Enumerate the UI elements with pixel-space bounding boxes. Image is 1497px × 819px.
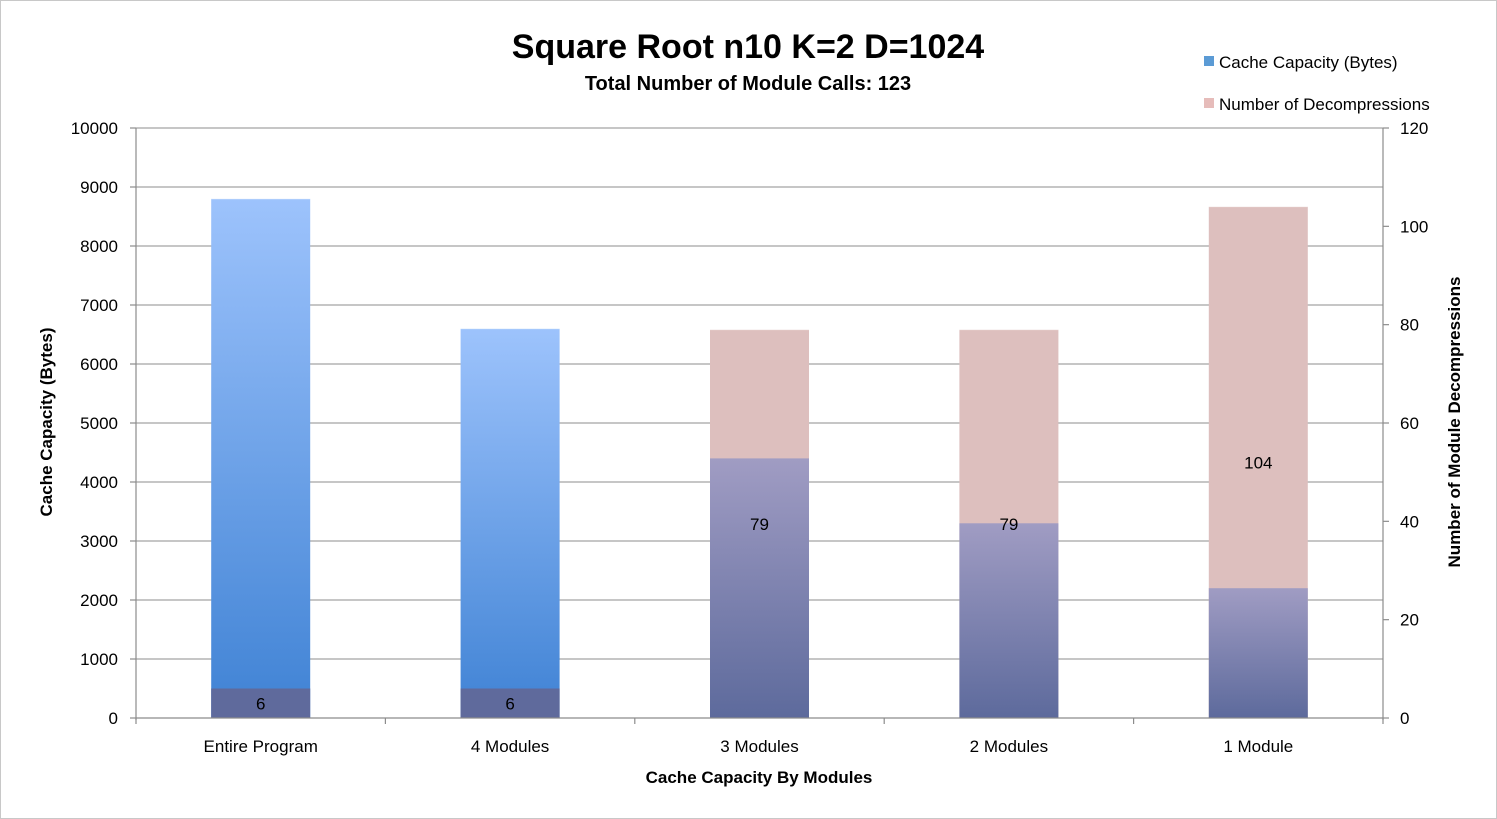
y-tick-label: 10000 [71,119,118,138]
y2-tick-label: 100 [1400,217,1428,236]
chart-subtitle: Total Number of Module Calls: 123 [585,73,911,95]
y-axis-title: Cache Capacity (Bytes) [37,328,56,517]
y-tick-label: 4000 [80,473,118,492]
y2-tick-label: 60 [1400,414,1419,433]
gridlines [136,127,1383,660]
y-tick-label: 8000 [80,237,118,256]
legend-label-cache-capacity: Cache Capacity (Bytes) [1219,53,1398,72]
x-tick-label: 2 Modules [970,737,1048,756]
x-tick-label: 1 Module [1223,737,1293,756]
y-tick-label: 0 [109,709,118,728]
x-tick-label: 4 Modules [471,737,549,756]
bar-cache-capacity [1208,588,1308,718]
legend: Cache Capacity (Bytes) Number of Decompr… [1204,53,1430,114]
legend-swatch-cache-capacity [1204,56,1214,66]
bar-decompressions [460,688,560,718]
bar-cache-capacity [460,328,560,718]
x-axis-title: Cache Capacity By Modules [646,768,873,787]
y-tick-label: 1000 [80,650,118,669]
y-tick-label: 9000 [80,178,118,197]
y-tick-label: 6000 [80,355,118,374]
y2-axis-title: Number of Module Decompressions [1445,277,1464,568]
y-tick-label: 7000 [80,296,118,315]
chart-title: Square Root n10 K=2 D=1024 [512,28,985,66]
y-tick-label: 2000 [80,591,118,610]
y2-tick-label: 120 [1400,119,1428,138]
bar-cache-capacity [959,523,1059,718]
y2-tick-label: 20 [1400,611,1419,630]
y2-tick-label: 0 [1400,709,1409,728]
data-label-decompressions: 6 [505,694,514,713]
data-label-decompressions: 104 [1244,453,1272,472]
axes: 0100020003000400050006000700080009000100… [71,119,1429,756]
bar-cache-capacity [211,198,311,719]
y-tick-label: 3000 [80,532,118,551]
data-label-decompressions: 79 [750,515,769,534]
x-tick-label: 3 Modules [720,737,798,756]
bar-cache-capacity [710,458,809,718]
data-labels: 6 6 79 79 104 [256,453,1273,713]
legend-swatch-decompressions [1204,98,1214,108]
y-tick-label: 5000 [80,414,118,433]
x-tick-label: Entire Program [204,737,318,756]
data-label-decompressions: 79 [999,515,1018,534]
bar-decompressions [211,688,311,718]
y2-tick-label: 40 [1400,512,1419,531]
data-label-decompressions: 6 [256,694,265,713]
bars [211,198,1308,719]
y2-tick-label: 80 [1400,316,1419,335]
legend-label-decompressions: Number of Decompressions [1219,95,1430,114]
